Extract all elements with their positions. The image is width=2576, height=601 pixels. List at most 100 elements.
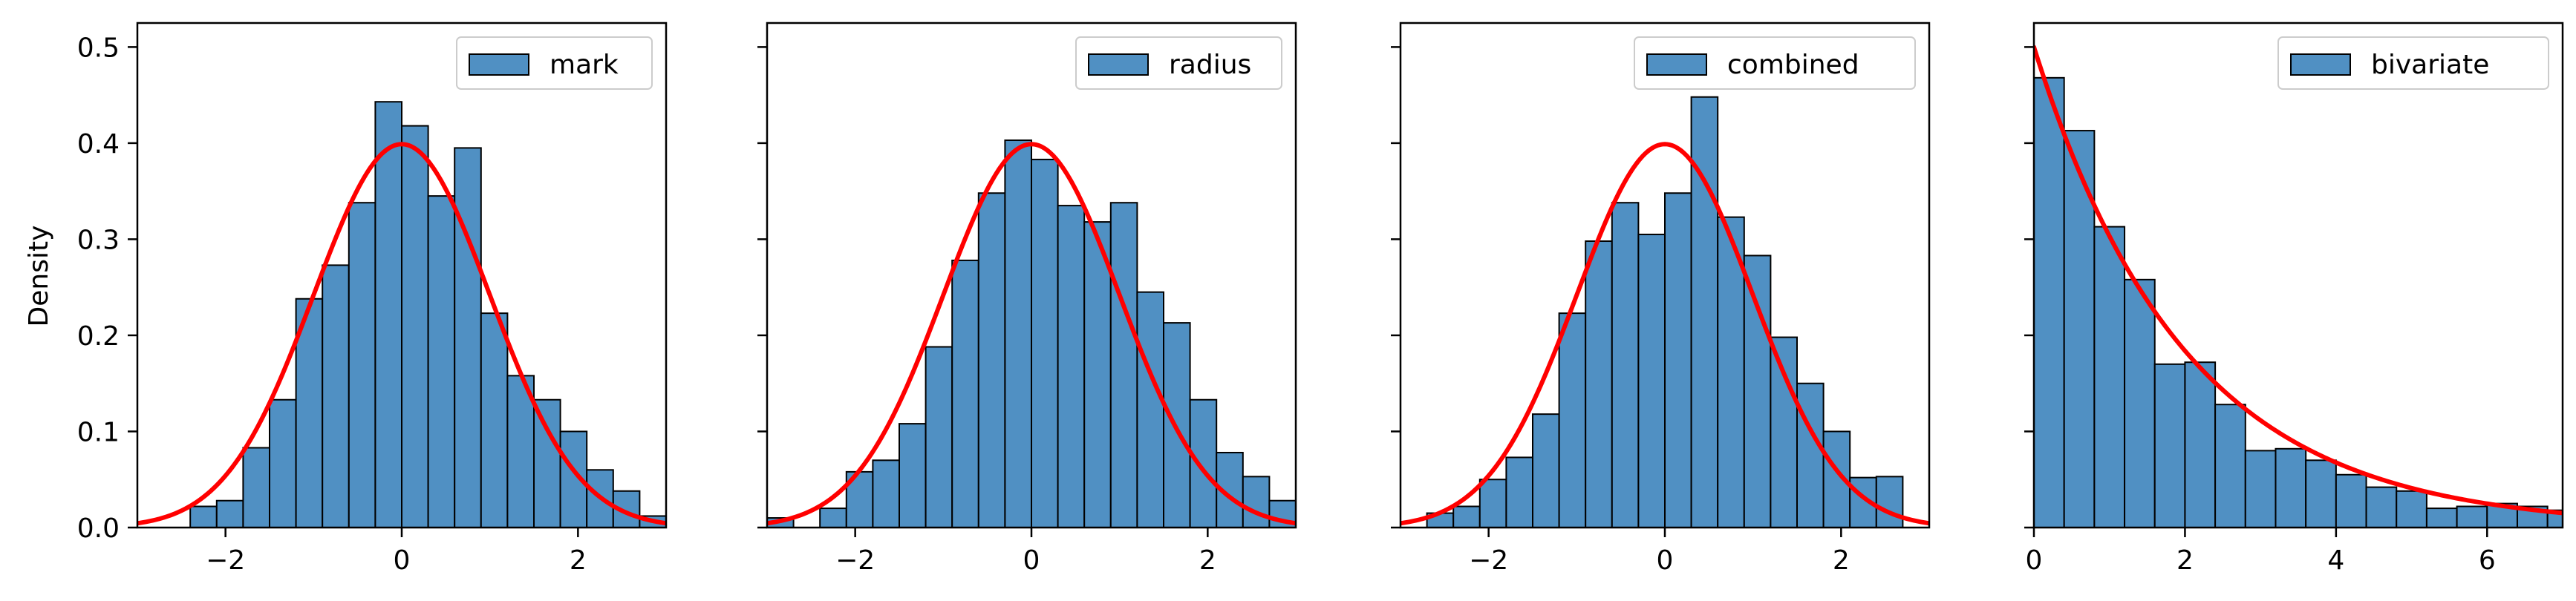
y-axis-label: Density [24,226,54,327]
histogram-bar [2063,130,2096,528]
histogram-bar [1109,202,1138,528]
x-tick-label: 6 [2479,545,2496,576]
histogram-bar [1505,456,1534,528]
y-tick-label: 0.4 [77,129,120,160]
x-tick-label: 2 [1199,545,1216,576]
histogram-bar [872,459,901,528]
histogram-bar [215,499,244,528]
legend: radius [1075,36,1282,90]
histogram-bar [1875,476,1904,528]
histogram-bar [2335,473,2367,528]
histogram-bar [1637,233,1666,528]
legend-box [1634,36,1916,90]
histogram-bar [2396,490,2427,528]
histogram-bar [925,346,953,528]
histogram-bar [1452,505,1481,528]
density-curve [767,142,1296,526]
histogram-bar [1532,413,1560,528]
x-tick-label: 2 [2176,545,2194,576]
histogram-bar [951,259,979,528]
panels: 0.0 0.1 0.2 0.3 0.4 0.5 −2 0 2 mark −2 0 2 radius −2 0 2… [77,22,2564,576]
histogram-bar [2244,450,2277,528]
y-tick-label: 0.1 [77,417,120,447]
histogram-bar [269,398,297,528]
x-tick-label: 2 [1833,545,1850,576]
legend-box [2277,36,2549,90]
legend-label: mark [550,50,619,80]
histogram-bar [2365,486,2398,528]
legend-swatch [469,53,529,76]
legend-swatch [1088,53,1149,76]
histogram-bar [2456,505,2488,528]
histogram-bar [1664,192,1692,528]
density-curve [1401,142,1929,526]
x-tick-label: 0 [1023,545,1040,576]
x-tick-label: −2 [206,545,245,576]
legend-label: bivariate [2371,50,2489,80]
histogram-bar [2034,76,2065,528]
plot-area [137,101,666,528]
histogram-bar [2425,508,2458,528]
legend-swatch [1646,53,1707,76]
histogram-bar [1057,205,1086,528]
legend-box [1075,36,1282,90]
legend-label: combined [1727,50,1859,80]
histogram-bar [374,101,402,528]
legend-box [456,36,653,90]
x-tick-label: −2 [835,545,875,576]
legend-label: radius [1169,50,1251,80]
histogram-bar [480,312,509,528]
legend: combined [1634,36,1916,90]
x-tick-label: 0 [1657,545,1674,576]
histogram-bar [1136,291,1165,528]
histogram-bar [1004,139,1033,528]
histogram-bar [1717,216,1745,528]
plot-area [1401,96,1929,528]
histogram-bar [348,202,376,528]
histogram-bar [242,447,270,528]
legend: mark [456,36,653,90]
y-tick-label: 0.2 [77,321,120,352]
histogram-bar [1558,312,1587,528]
histogram-bar [189,505,218,528]
y-tick-label: 0.3 [77,225,120,255]
x-tick-label: 0 [394,545,411,576]
histogram-bar [401,125,429,528]
y-tick-label: 0.5 [77,33,120,63]
histogram-bar [819,508,847,528]
plot-area [767,139,1296,528]
legend-swatch [2290,53,2351,76]
histogram-bar [2093,226,2126,528]
histogram-bar [2214,404,2246,528]
histogram-bar [2153,363,2186,528]
axes-frame [2032,22,2564,529]
histogram-bar [1189,398,1218,528]
histogram-bar [1478,479,1507,528]
histogram-bar [2124,278,2156,528]
histogram-bar [1242,476,1271,528]
panel-radius: −2 0 2 radius [757,22,1297,576]
panel-bivariate: 0 2 4 6 bivariate [2024,22,2564,576]
density-curve [137,142,666,526]
y-tick-label: 0.0 [77,513,120,544]
x-tick-label: −2 [1469,545,1508,576]
histogram-bar [454,147,482,528]
x-tick-label: 4 [2327,545,2344,576]
histogram-bar [2184,361,2217,528]
histogram-bar [1743,254,1772,528]
histogram-bar [2275,447,2307,528]
x-tick-label: 0 [2026,545,2043,576]
panel-mark: 0.0 0.1 0.2 0.3 0.4 0.5 −2 0 2 mark [77,22,668,576]
panel-combined: −2 0 2 combined [1391,22,1931,576]
density-curve [2034,45,2563,516]
histogram-bar [322,264,350,528]
histogram-bar [1690,96,1719,528]
histogram-bar [1611,202,1640,528]
histogram-bar [899,423,927,528]
plot-area [2034,45,2563,528]
histogram-bar [1031,158,1059,528]
histogram-bar [1585,240,1613,528]
x-tick-label: 2 [570,545,587,576]
histogram-bar [2305,459,2337,528]
